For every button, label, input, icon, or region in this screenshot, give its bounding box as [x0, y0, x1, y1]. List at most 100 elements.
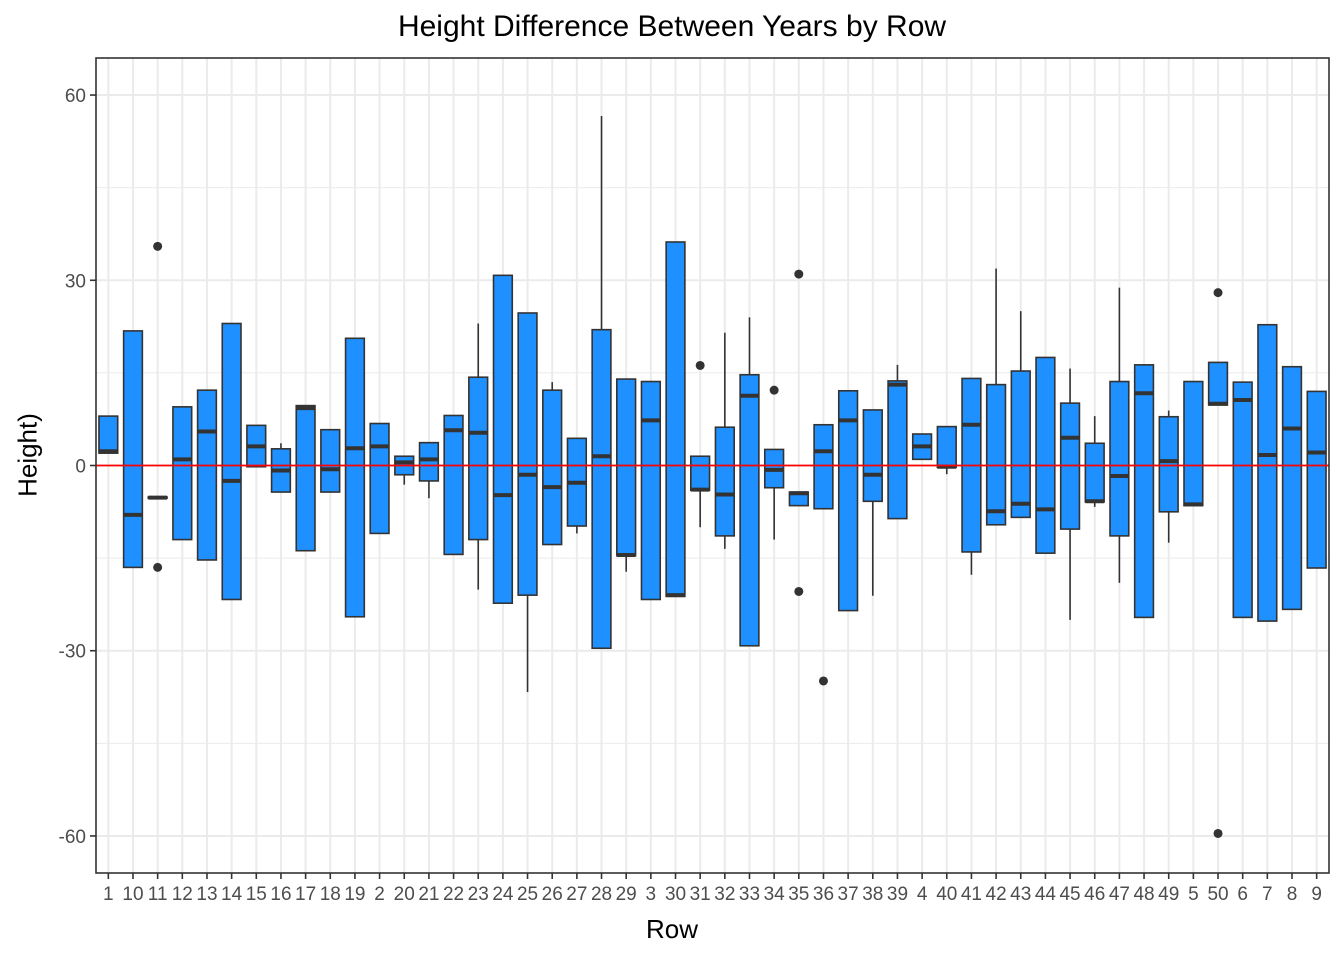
x-tick-label: 50	[1207, 884, 1228, 905]
x-tick-label: 3	[646, 884, 657, 905]
x-axis-title: Row	[645, 914, 698, 944]
boxes-layer	[98, 116, 1327, 838]
outlier-point	[153, 562, 163, 572]
box-row-32	[714, 332, 736, 549]
x-tick-label: 4	[917, 884, 928, 905]
box	[1109, 380, 1130, 537]
x-tick-label: 18	[320, 884, 341, 905]
x-tick-label: 35	[788, 884, 809, 905]
x-tick-label: 8	[1287, 884, 1298, 905]
box	[714, 426, 736, 537]
outlier-point	[1213, 288, 1223, 298]
box-row-16	[270, 443, 292, 493]
outlier-point	[695, 360, 705, 370]
box	[418, 441, 440, 482]
box	[591, 328, 612, 650]
box-row-25	[517, 312, 538, 693]
box	[443, 414, 464, 556]
box	[813, 423, 834, 510]
box	[936, 425, 957, 469]
outlier-point	[1213, 828, 1223, 838]
box	[492, 274, 514, 604]
box-row-49	[1158, 410, 1179, 543]
box-row-9	[1306, 390, 1327, 569]
box	[542, 389, 563, 546]
outlier-point	[794, 269, 804, 279]
box	[517, 312, 538, 596]
box-row-11	[147, 241, 168, 572]
y-tick-label: 30	[65, 271, 86, 292]
box-row-18	[320, 428, 341, 493]
box-row-21	[418, 441, 440, 499]
box-row-4	[911, 433, 933, 461]
box	[98, 415, 119, 454]
x-tick-label: 32	[714, 884, 735, 905]
box-row-7	[1257, 323, 1278, 622]
x-tick-label: 27	[566, 884, 587, 905]
box	[1232, 381, 1253, 619]
box-row-48	[1133, 364, 1155, 619]
box	[1207, 361, 1229, 406]
box-row-33	[739, 317, 760, 647]
x-tick-label: 12	[172, 884, 193, 905]
box-row-22	[443, 414, 464, 556]
x-tick-label: 30	[665, 884, 686, 905]
box	[1183, 380, 1204, 507]
x-tick-label: 9	[1311, 884, 1322, 905]
x-tick-label: 19	[344, 884, 365, 905]
x-tick-label: 43	[1010, 884, 1031, 905]
box	[837, 389, 859, 612]
box-row-28	[591, 116, 612, 650]
box	[1035, 356, 1056, 554]
x-tick-label: 41	[961, 884, 982, 905]
x-tick-label: 39	[887, 884, 908, 905]
box	[122, 330, 144, 569]
x-tick-label: 17	[295, 884, 316, 905]
box-row-29	[616, 378, 637, 572]
box	[862, 409, 883, 503]
x-tick-label: 13	[196, 884, 217, 905]
x-tick-label: 48	[1133, 884, 1154, 905]
box-row-23	[468, 323, 489, 590]
box-row-46	[1084, 416, 1105, 507]
x-tick-label: 44	[1035, 884, 1057, 905]
x-tick-label: 2	[374, 884, 385, 905]
box	[468, 376, 489, 541]
x-tick-label: 1	[103, 884, 114, 905]
x-tick-label: 15	[246, 884, 267, 905]
x-tick-label: 36	[813, 884, 834, 905]
box	[196, 389, 218, 561]
x-tick-label: 22	[443, 884, 464, 905]
box-row-19	[344, 337, 366, 618]
x-tick-label: 38	[862, 884, 883, 905]
box-row-12	[172, 406, 193, 541]
x-tick-label: 20	[394, 884, 415, 905]
box	[1010, 370, 1031, 519]
box	[689, 455, 711, 491]
box	[640, 380, 662, 601]
box-row-42	[985, 268, 1007, 526]
outlier-point	[769, 385, 779, 395]
y-tick-label: 0	[75, 457, 86, 478]
box	[665, 241, 686, 598]
x-tick-label: 40	[936, 884, 957, 905]
x-tick-label: 14	[221, 884, 243, 905]
box	[1281, 365, 1303, 611]
box	[172, 406, 193, 541]
x-tick-label: 11	[148, 884, 168, 905]
box-row-47	[1109, 287, 1130, 583]
box-row-26	[542, 382, 563, 546]
x-tick-label: 23	[468, 884, 489, 905]
box	[320, 428, 341, 493]
x-tick-label: 6	[1237, 884, 1248, 905]
box	[616, 378, 637, 557]
x-tick-label: 5	[1188, 884, 1199, 905]
box-row-40	[936, 425, 957, 475]
box	[1133, 364, 1155, 619]
x-tick-label: 16	[270, 884, 291, 905]
box-row-14	[221, 322, 242, 601]
chart-title: Height Difference Between Years by Row	[397, 10, 947, 43]
box-row-17	[295, 404, 316, 552]
